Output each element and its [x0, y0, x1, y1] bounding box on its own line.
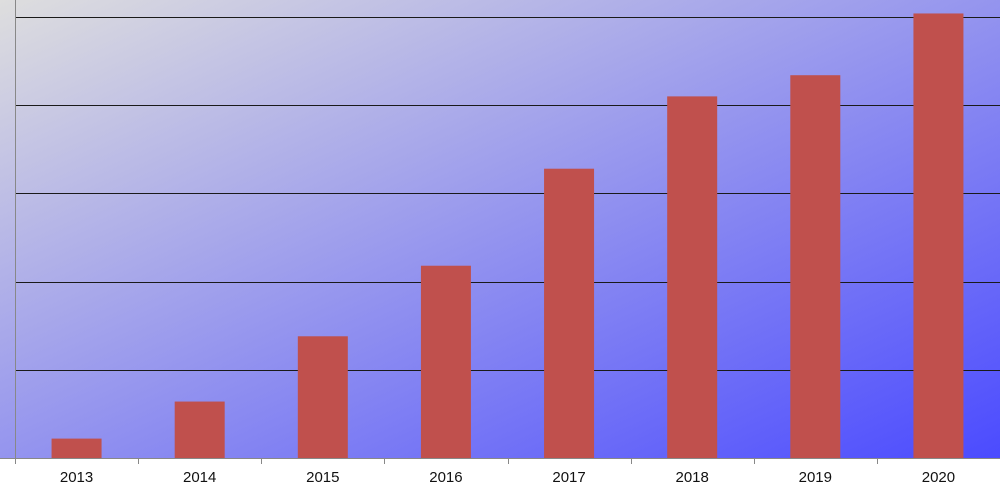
x-tick-label: 2020 [922, 469, 955, 486]
bar-2017 [544, 168, 595, 459]
bar-2015 [297, 336, 348, 458]
plot-background [0, 0, 1000, 458]
x-tick-label: 2018 [676, 469, 709, 486]
x-tick-label: 2016 [429, 469, 462, 486]
x-tick-label: 2013 [60, 469, 93, 486]
bar-2018 [667, 96, 718, 458]
x-tick-label: 2017 [552, 469, 585, 486]
bar-2016 [420, 265, 471, 458]
bars [51, 13, 964, 459]
x-tick-label: 2015 [306, 469, 339, 486]
bar-2014 [174, 401, 225, 458]
x-tick-labels: 2013 2014 2015 2016 2017 2018 2019 2020 [60, 469, 955, 486]
bar-2020 [913, 13, 964, 459]
x-tick-label: 2014 [183, 469, 216, 486]
label-strip-background [0, 458, 1000, 487]
x-tick-label: 2019 [799, 469, 832, 486]
axes [0, 0, 1000, 464]
bar-2013 [51, 438, 102, 458]
bar-2019 [790, 75, 841, 458]
